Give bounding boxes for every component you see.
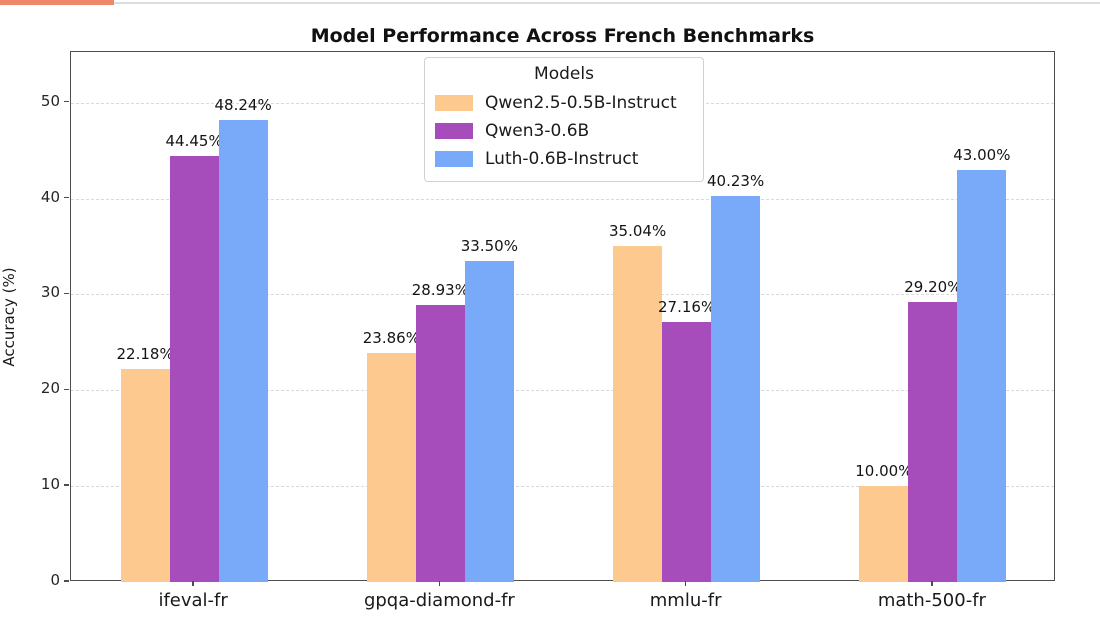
top-rule bbox=[0, 2, 1100, 4]
bar-value-label: 29.20% bbox=[904, 278, 962, 297]
gridline bbox=[71, 486, 1054, 488]
gridline bbox=[71, 294, 1054, 296]
bar-value-label: 33.50% bbox=[460, 236, 518, 255]
y-tick-mark bbox=[64, 292, 69, 295]
legend-item-label: Qwen3-0.6B bbox=[485, 121, 590, 141]
x-tick-label: gpqa-diamond-fr bbox=[363, 590, 515, 611]
bar bbox=[120, 369, 170, 582]
bar bbox=[613, 246, 663, 582]
legend-title: Models bbox=[534, 64, 594, 84]
bar bbox=[464, 260, 514, 582]
chart-title: Model Performance Across French Benchmar… bbox=[310, 25, 815, 47]
bar bbox=[908, 302, 958, 582]
y-tick-label: 40 bbox=[40, 187, 60, 206]
bar bbox=[711, 196, 761, 582]
legend-item: Qwen3-0.6B bbox=[435, 117, 693, 145]
bar bbox=[662, 321, 712, 582]
bar-value-label: 48.24% bbox=[214, 95, 272, 114]
x-tick-label: math-500-fr bbox=[877, 590, 986, 611]
bar-value-label: 44.45% bbox=[165, 131, 223, 150]
bar bbox=[957, 169, 1007, 582]
legend-item: Qwen2.5-0.5B-Instruct bbox=[435, 89, 693, 117]
bar-value-label: 22.18% bbox=[116, 345, 174, 364]
y-tick-label: 50 bbox=[40, 91, 60, 110]
legend-item: Luth-0.6B-Instruct bbox=[435, 145, 693, 173]
bar bbox=[366, 353, 416, 582]
bar-value-label: 43.00% bbox=[953, 145, 1011, 164]
legend-swatch bbox=[435, 123, 473, 139]
y-tick-mark bbox=[64, 388, 69, 390]
bar-value-label: 10.00% bbox=[855, 462, 913, 481]
legend-swatch bbox=[435, 151, 473, 167]
y-tick-mark bbox=[64, 101, 69, 103]
bar bbox=[415, 304, 465, 582]
y-tick-label: 30 bbox=[40, 283, 60, 302]
legend-swatch bbox=[435, 95, 473, 111]
bar-value-label: 27.16% bbox=[658, 297, 716, 316]
x-tick-label: ifeval-fr bbox=[158, 590, 228, 611]
bar-value-label: 40.23% bbox=[707, 172, 765, 191]
gridline bbox=[71, 198, 1054, 200]
bar-value-label: 35.04% bbox=[609, 222, 667, 241]
legend-item-label: Luth-0.6B-Instruct bbox=[485, 149, 639, 169]
gridline bbox=[71, 390, 1054, 392]
x-tick-label: mmlu-fr bbox=[649, 590, 722, 611]
y-axis-label: Accuracy (%) bbox=[0, 267, 18, 367]
bar bbox=[169, 155, 219, 582]
x-tick-mark bbox=[192, 581, 194, 586]
legend: Models Qwen2.5-0.5B-Instruct Qwen3-0.6B Lu… bbox=[424, 57, 704, 182]
y-tick-label: 20 bbox=[40, 379, 60, 398]
x-tick-mark bbox=[684, 581, 687, 586]
legend-items: Qwen2.5-0.5B-Instruct Qwen3-0.6B Luth-0.6B… bbox=[435, 89, 693, 173]
bar-value-label: 28.93% bbox=[411, 280, 469, 299]
legend-item-label: Qwen2.5-0.5B-Instruct bbox=[485, 93, 677, 113]
y-tick-label: 10 bbox=[40, 475, 60, 494]
y-tick-mark bbox=[64, 580, 69, 582]
bar bbox=[859, 486, 909, 582]
accent-strip bbox=[0, 0, 114, 5]
bar bbox=[218, 119, 268, 582]
y-tick-label: 0 bbox=[50, 571, 60, 589]
x-tick-mark bbox=[931, 581, 933, 586]
y-tick-mark bbox=[64, 196, 69, 199]
bar-value-label: 23.86% bbox=[362, 329, 420, 348]
y-tick-mark bbox=[64, 484, 69, 486]
x-tick-mark bbox=[438, 581, 441, 586]
